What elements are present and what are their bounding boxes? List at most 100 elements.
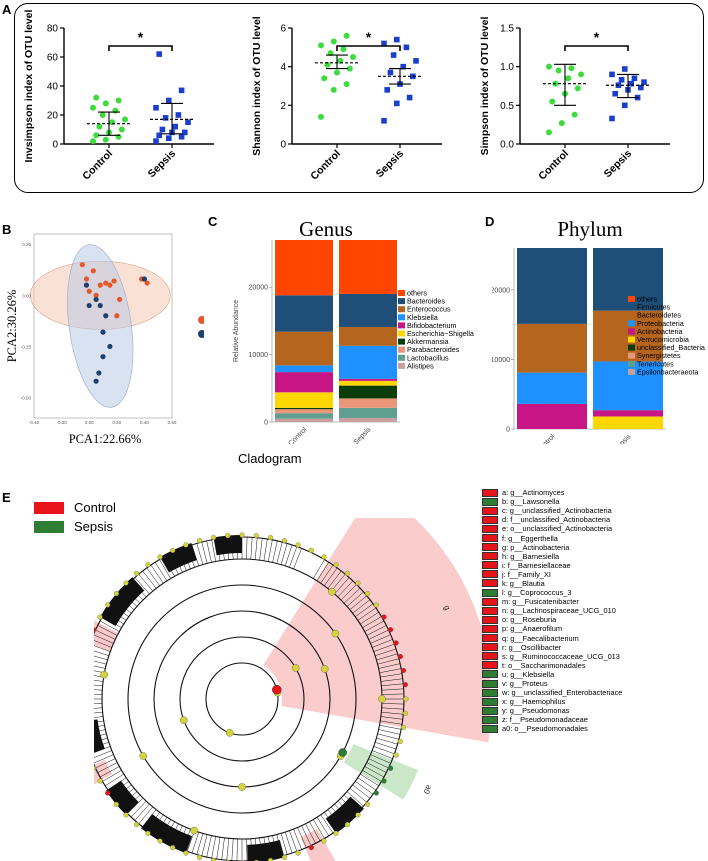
taxa-swatch	[482, 624, 498, 633]
leaf-node	[145, 562, 151, 568]
taxa-label: v: g__Proteus	[502, 679, 548, 689]
legend-label: Bacteroides	[407, 297, 445, 306]
legend-swatch	[398, 354, 405, 361]
leaf-branch	[377, 733, 399, 740]
taxa-swatch	[482, 497, 498, 506]
taxa-legend-item: b: g__Lawsonella	[482, 497, 702, 506]
panel-label-a: A	[2, 2, 12, 17]
leaf-node	[344, 570, 350, 576]
taxa-label: h: g__Barnesiella	[502, 551, 560, 561]
leaf-branch	[221, 837, 225, 860]
leaf-branch	[154, 562, 168, 581]
inner-node	[179, 716, 188, 725]
taxa-legend-item: u: g__Klebsiella	[482, 670, 702, 679]
bar-segment	[339, 345, 397, 379]
legend-label: Proteobacteria	[637, 319, 684, 328]
control-point	[330, 38, 337, 45]
sepsis-point	[93, 296, 99, 303]
dense-clade	[94, 719, 105, 753]
y-tick-label: 4	[280, 62, 286, 73]
taxa-legend-item: l: g__Coprococcus_3	[482, 588, 702, 597]
taxa-swatch	[482, 661, 498, 670]
sepsis-point	[384, 87, 390, 93]
taxa-swatch	[482, 724, 498, 733]
leaf-branch	[289, 830, 298, 852]
taxa-label: k: g__Blautia	[502, 578, 545, 588]
y-tick-label: 20	[47, 111, 59, 122]
leaf-node	[170, 547, 176, 553]
legend-label: Alistipes	[407, 361, 434, 370]
legend-label: others	[637, 295, 657, 304]
leaf-branch	[297, 827, 307, 848]
x-tick-label: Control	[80, 148, 115, 183]
phylum-chart: Phylum01000020000Relative AbundanceContr…	[492, 217, 705, 444]
leaf-branch	[355, 603, 374, 617]
leaf-branch	[316, 817, 330, 836]
taxa-legend-item: k: g__Blautia	[482, 579, 702, 588]
leaf-branch	[372, 639, 393, 648]
control-point	[114, 313, 120, 319]
leaf-branch	[250, 537, 253, 560]
taxa-label: c: g__unclassified_Actinobacteria	[502, 506, 612, 516]
y-tick-label: 0.0	[500, 140, 514, 151]
taxa-legend-item: v: g__Proteus	[482, 679, 702, 688]
control-point	[79, 262, 85, 268]
leaf-branch	[94, 707, 103, 709]
chart-title: Genus	[299, 217, 353, 241]
inner-node	[225, 729, 234, 737]
inner-node	[190, 826, 198, 835]
bar-segment	[339, 240, 397, 294]
leaf-branch	[372, 750, 393, 759]
leaf-branch	[380, 678, 403, 682]
legend-label: unclassified_Bacteria	[637, 343, 705, 352]
leaf-node	[253, 533, 259, 539]
taxa-swatch	[482, 679, 498, 688]
y-tick-label: 0	[506, 427, 510, 434]
y-tick-label: 60	[47, 53, 59, 64]
leaf-branch	[102, 770, 122, 782]
taxa-label: z: f__Pseudomonadaceae	[502, 715, 588, 725]
control-point	[102, 100, 109, 107]
leaf-branch	[293, 548, 302, 569]
leaf-branch	[305, 823, 316, 844]
x-tick-label: Sepsis	[353, 426, 373, 444]
leaf-node	[393, 752, 399, 758]
panel-label-e: E	[2, 490, 11, 505]
taxa-swatch	[482, 715, 498, 724]
leaf-node	[355, 580, 361, 586]
taxa-legend-item: f: g__Eggerthella	[482, 533, 702, 543]
taxa-swatch	[482, 615, 498, 624]
taxa-label: e: o__unclassified_Actinobacteria	[502, 524, 613, 534]
sepsis-point	[403, 44, 410, 51]
taxa-legend-item: a: g__Actinomyces	[482, 488, 702, 497]
leaf-node	[388, 765, 394, 771]
leaf-branch	[320, 814, 334, 834]
dense-clade	[106, 780, 139, 815]
legend-swatch	[398, 306, 405, 313]
taxa-swatch	[482, 524, 498, 533]
legend-swatch	[628, 320, 635, 327]
significance-bracket	[336, 45, 401, 51]
leaf-branch	[142, 570, 157, 589]
control-point	[99, 112, 106, 118]
control-point	[90, 104, 96, 111]
taxa-label: y: g__Pseudomonas	[502, 706, 570, 716]
legend-swatch	[398, 346, 405, 353]
y-tick-label: 20000	[492, 287, 510, 294]
control-point	[107, 282, 113, 288]
leaf-branch	[346, 791, 364, 807]
cladogram-group-legend: Control Sepsis	[34, 498, 116, 536]
leaf-node	[281, 854, 287, 860]
leaf-branch	[196, 833, 204, 855]
leaf-branch	[201, 834, 208, 856]
bar-segment	[275, 392, 333, 408]
x-tick-label: -0.20	[56, 420, 67, 425]
leaf-node	[365, 591, 371, 597]
taxa-label: f: g__Eggerthella	[502, 533, 558, 543]
taxa-label: a: g__Actinomyces	[502, 488, 565, 498]
leaf-node	[157, 554, 163, 560]
leaf-branch	[231, 838, 234, 861]
bar-segment	[339, 293, 397, 327]
control-point	[555, 67, 562, 74]
leaf-branch	[94, 716, 104, 718]
